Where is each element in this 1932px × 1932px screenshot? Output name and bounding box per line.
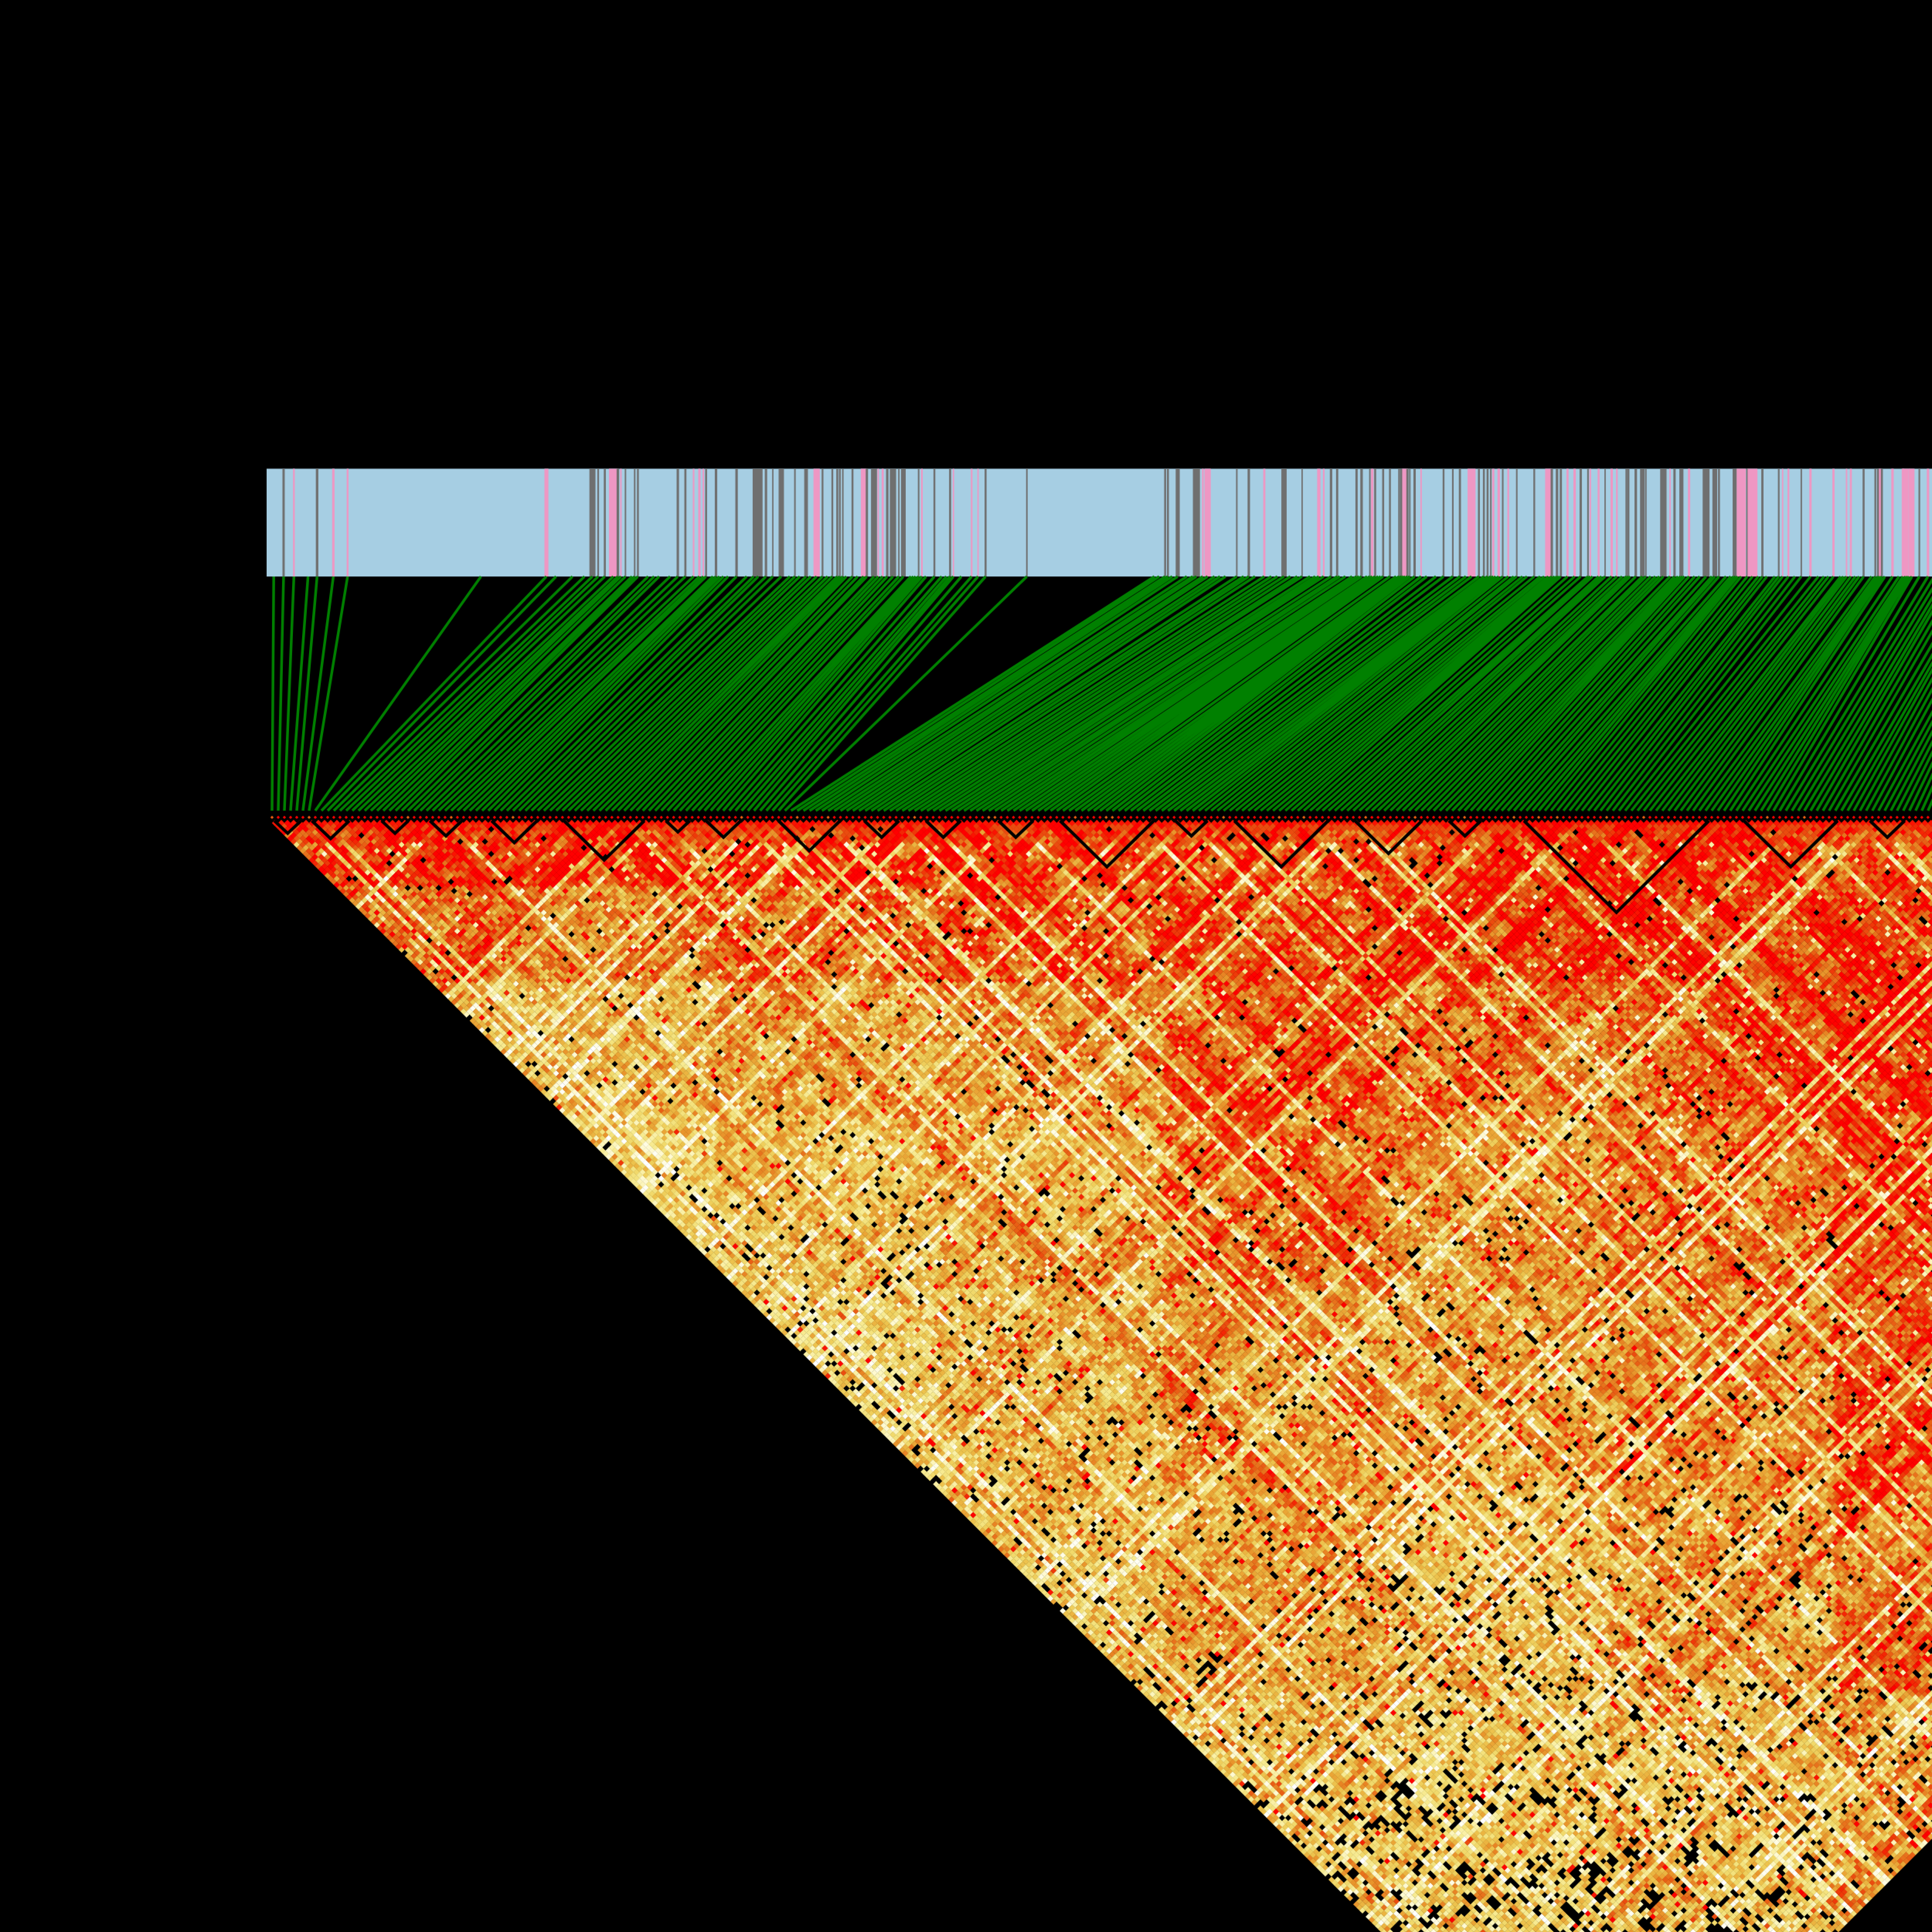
plot-canvas [0,0,1932,1932]
ld-heatmap-figure [0,0,1932,1932]
